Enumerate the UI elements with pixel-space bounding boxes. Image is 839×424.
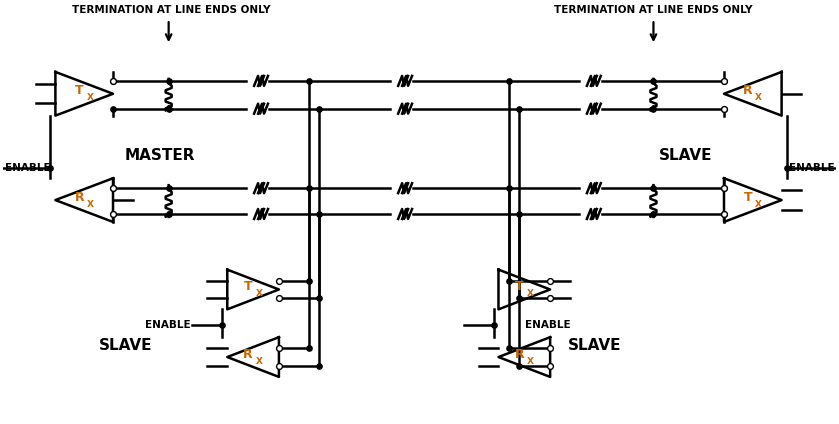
Text: X: X [86, 93, 94, 102]
Text: SLAVE: SLAVE [99, 338, 153, 353]
Text: SLAVE: SLAVE [568, 338, 622, 353]
Text: ENABLE: ENABLE [5, 163, 50, 173]
Text: R: R [75, 191, 84, 204]
Text: TERMINATION AT LINE ENDS ONLY: TERMINATION AT LINE ENDS ONLY [72, 6, 271, 15]
Text: R: R [243, 348, 253, 360]
Text: ENABLE: ENABLE [525, 320, 571, 330]
Text: ENABLE: ENABLE [145, 320, 190, 330]
Text: X: X [86, 200, 94, 209]
Text: MASTER: MASTER [125, 148, 195, 163]
Text: X: X [755, 200, 763, 209]
Text: X: X [527, 289, 534, 298]
Text: X: X [256, 289, 263, 298]
Text: ENABLE: ENABLE [789, 163, 834, 173]
Text: R: R [743, 84, 753, 97]
Text: TERMINATION AT LINE ENDS ONLY: TERMINATION AT LINE ENDS ONLY [555, 6, 753, 15]
Text: X: X [256, 357, 263, 365]
Text: X: X [755, 93, 763, 102]
Text: R: R [514, 348, 524, 360]
Text: T: T [743, 191, 752, 204]
Text: T: T [75, 84, 84, 97]
Text: T: T [515, 280, 524, 293]
Text: T: T [244, 280, 253, 293]
Text: X: X [527, 357, 534, 365]
Text: SLAVE: SLAVE [659, 148, 712, 163]
